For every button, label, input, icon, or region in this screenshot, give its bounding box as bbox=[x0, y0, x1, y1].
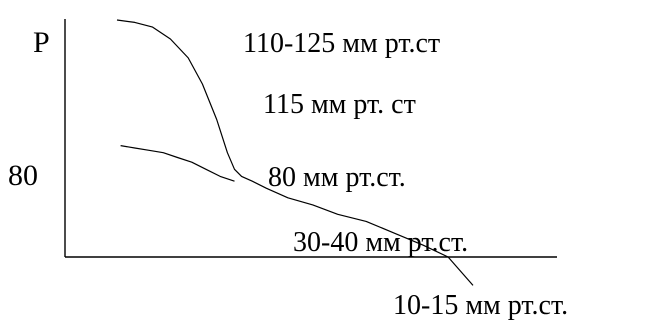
annotation-115: 115 мм рт. ст bbox=[263, 89, 416, 120]
annotation-110-125: 110-125 мм рт.ст bbox=[243, 28, 440, 59]
series-group bbox=[116, 19, 474, 286]
series-line-1 bbox=[116, 19, 474, 286]
y-axis-label: P bbox=[33, 26, 50, 59]
annotation-10-15: 10-15 мм рт.ст. bbox=[393, 290, 568, 321]
annotation-30-40: 30-40 мм рт.ст. bbox=[293, 227, 468, 258]
y-tick-label-80: 80 bbox=[8, 159, 38, 192]
annotation-80: 80 мм рт.ст. bbox=[268, 162, 406, 193]
series-line-2 bbox=[120, 145, 235, 182]
